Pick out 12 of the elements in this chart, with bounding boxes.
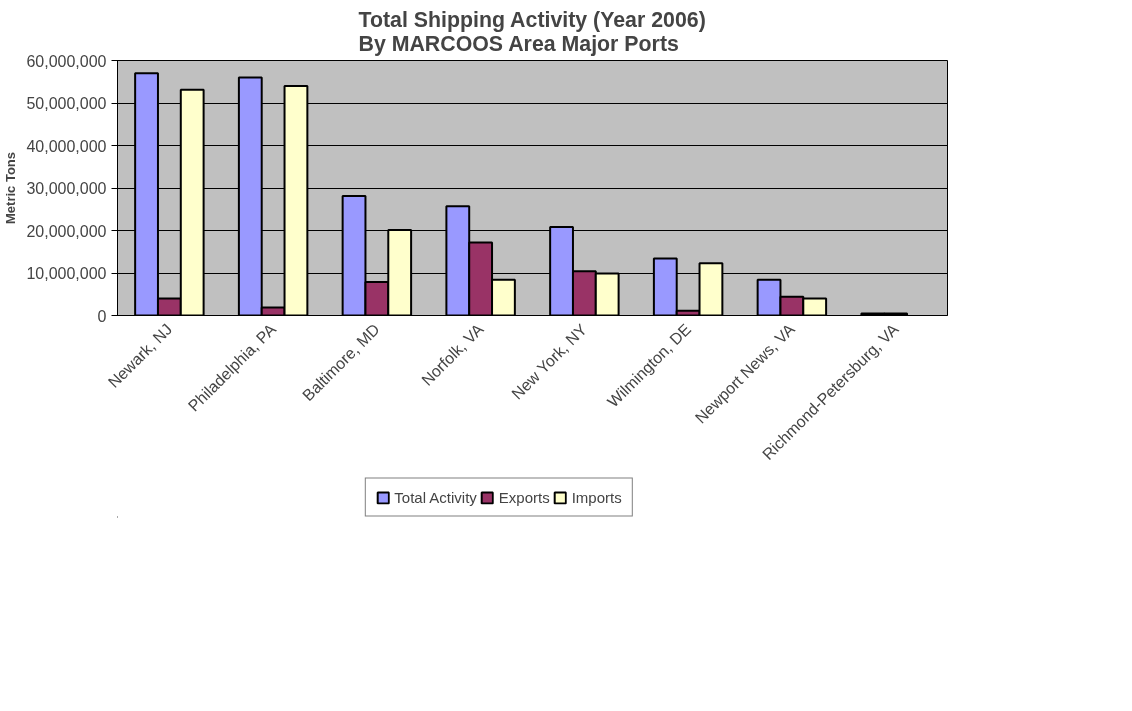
y-tick-label: 60,000,000 xyxy=(26,52,107,70)
chart-title: Total Shipping Activity (Year 2006) By MARCOOS Area Major Ports xyxy=(358,7,706,56)
legend-label: Exports xyxy=(498,488,550,506)
y-tick-label: 0 xyxy=(97,307,107,325)
y-tick-label: 50,000,000 xyxy=(26,95,107,112)
y-tick-label: 10,000,000 xyxy=(26,265,107,282)
legend-label: Total Activity xyxy=(394,488,477,506)
legend-label: Imports xyxy=(571,488,622,506)
y-tick-label: 30,000,000 xyxy=(26,180,107,197)
y-tick-label: 20,000,000 xyxy=(26,222,107,240)
y-tick-label: 40,000,000 xyxy=(26,137,107,155)
y-axis-title: Metric Tons xyxy=(3,151,19,224)
